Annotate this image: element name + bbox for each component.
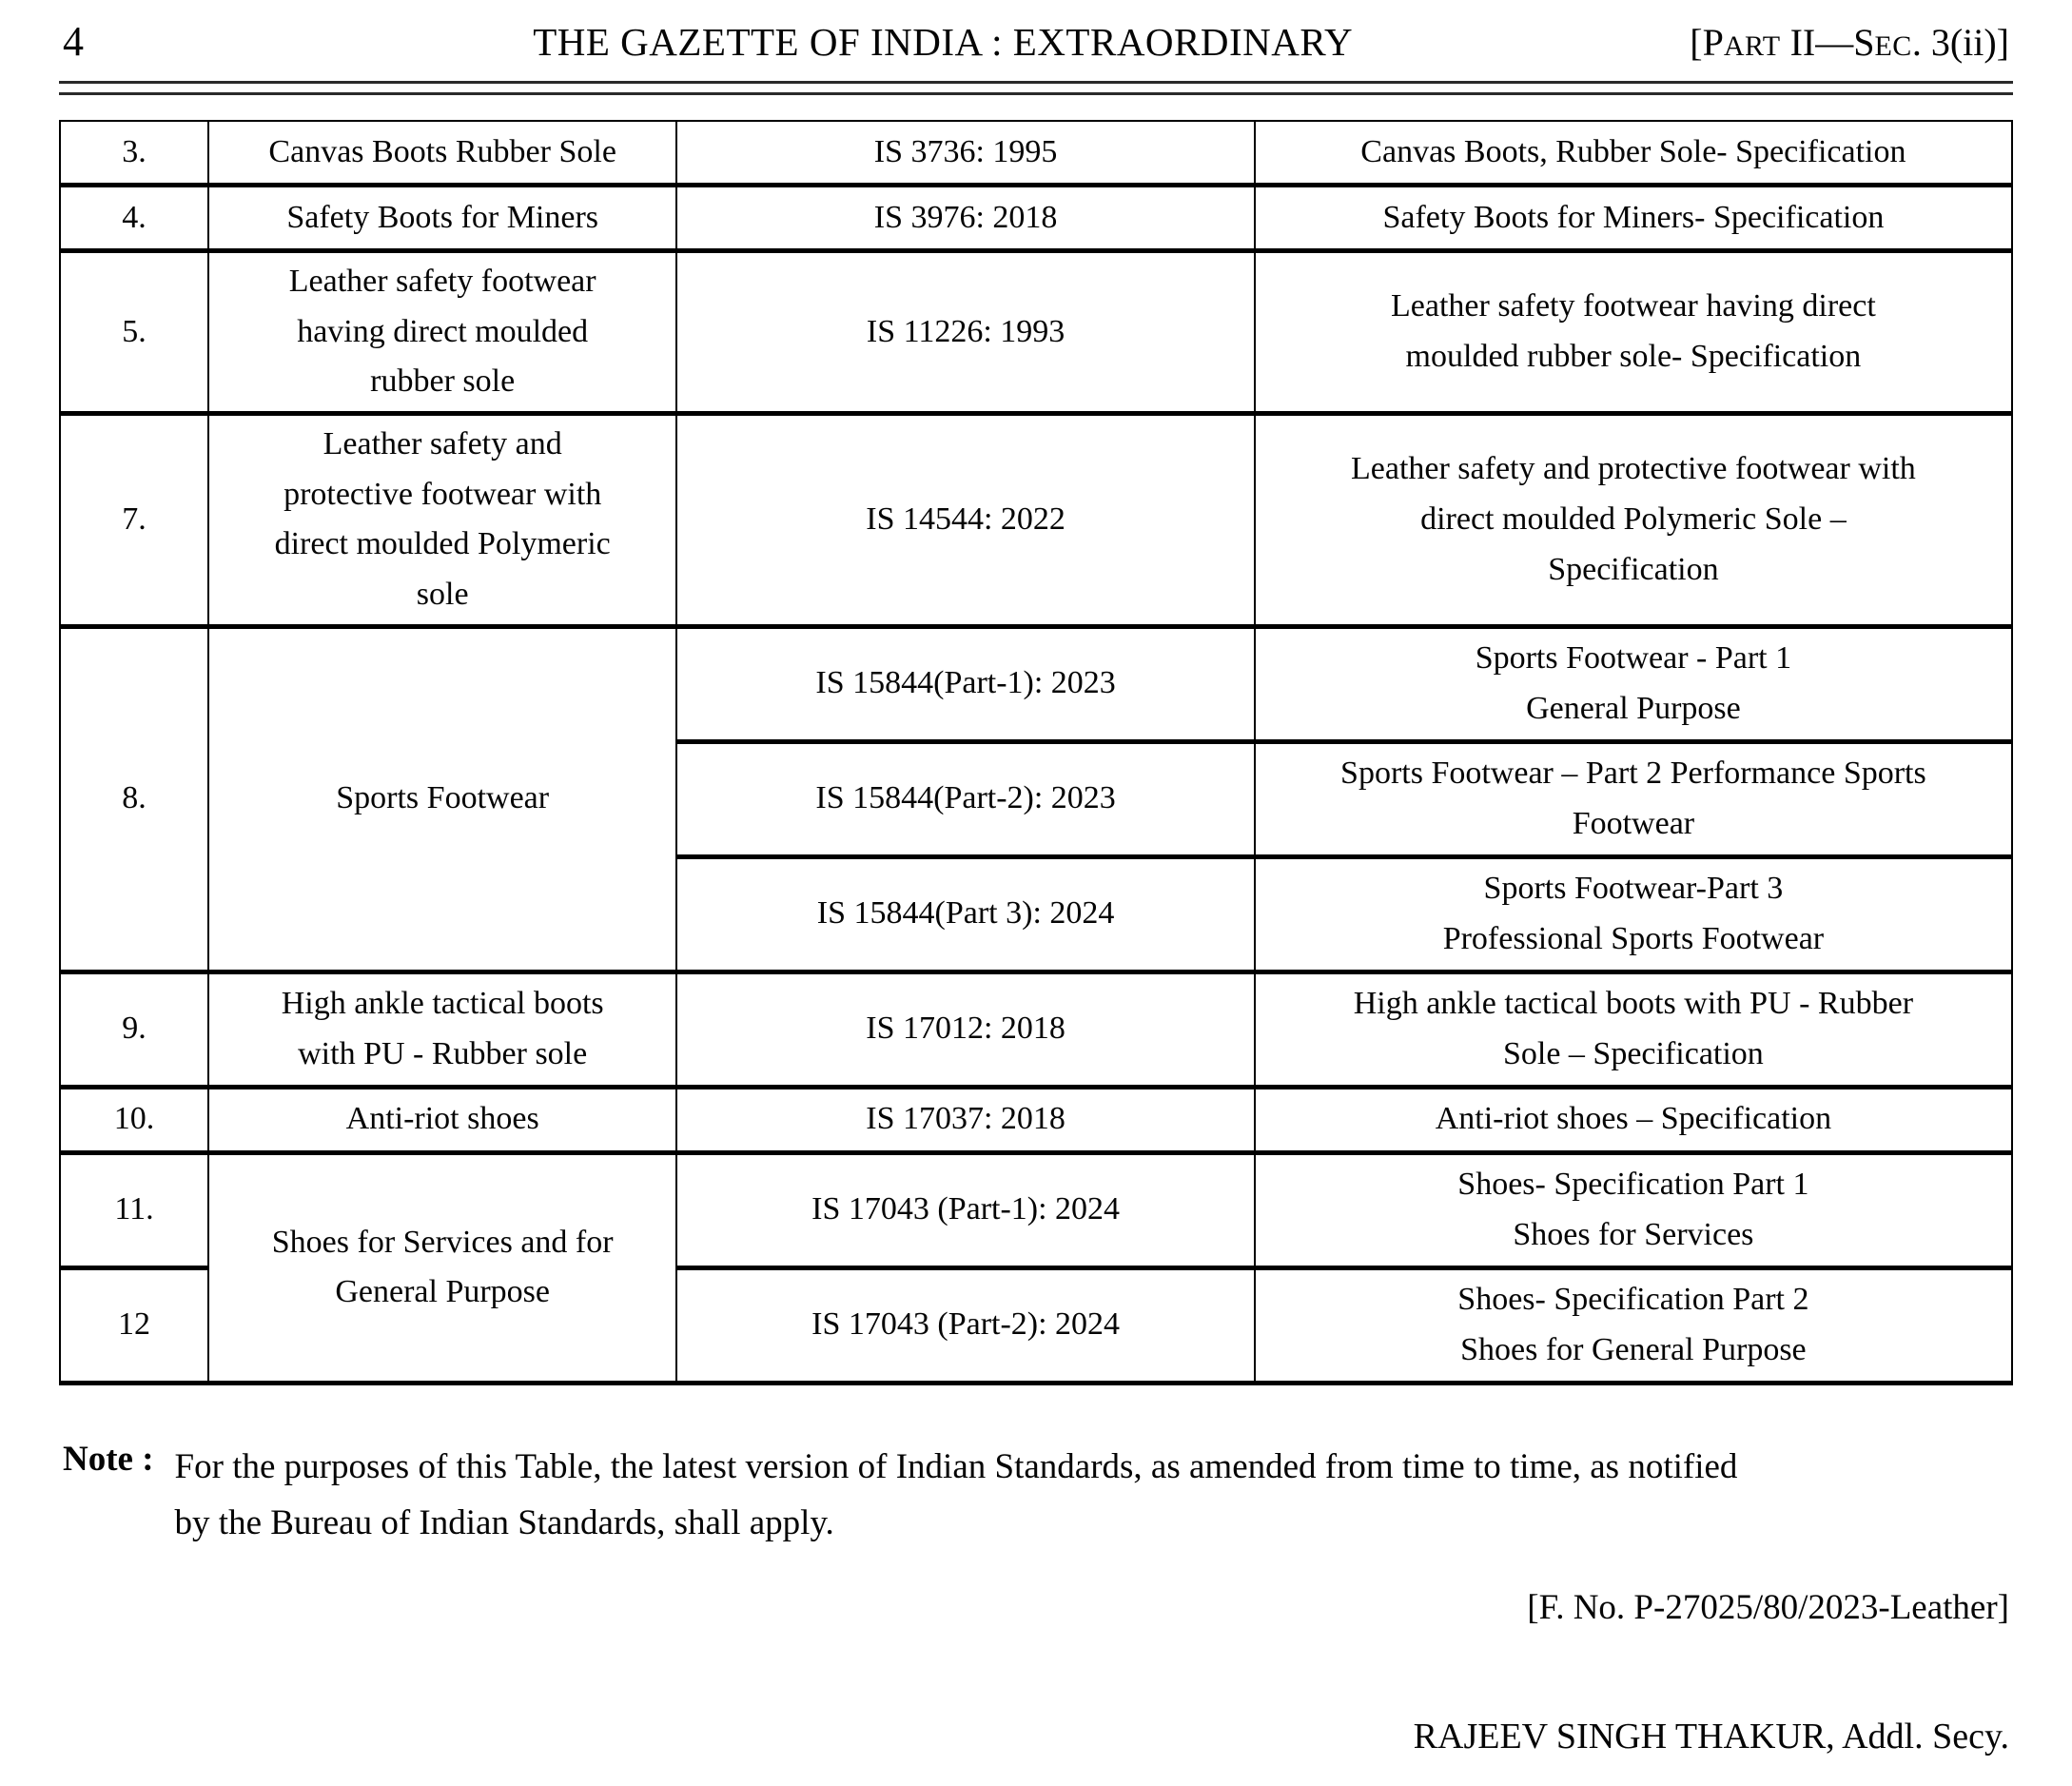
serial-cell: 8. [59, 623, 209, 974]
table-row: 10. Anti-riot shoes IS 17037: 2018 Anti-… [59, 1084, 2014, 1155]
section-seg: II—S [1780, 21, 1875, 64]
table-row: 9. High ankle tactical boots with PU - R… [59, 969, 2014, 1089]
section-seg: . 3(ii)] [1911, 21, 2009, 64]
page-number: 4 [63, 18, 84, 65]
standard-cell: IS 15844(Part-2): 2023 [675, 738, 1256, 859]
serial-cell: 7. [59, 411, 209, 629]
serial-cell: 3. [59, 120, 209, 187]
serial-cell: 12 [59, 1265, 209, 1385]
table-row: 8. Sports Footwear IS 15844(Part-1): 202… [59, 623, 2014, 974]
product-cell: High ankle tactical boots with PU - Rubb… [206, 969, 678, 1089]
section-seg: [P [1690, 21, 1724, 64]
table-row: 11. Shoes for Services and for General P… [59, 1149, 2014, 1385]
standard-cell: IS 17012: 2018 [675, 969, 1256, 1089]
spec-title-cell: Safety Boots for Miners- Specification [1253, 183, 2014, 253]
table-row: IS 15844(Part 3): 2024 Sports Footwear-P… [60, 854, 2014, 974]
spec-title-cell: Sports Footwear - Part 1 General Purpose [1253, 623, 2014, 744]
product-cell: Shoes for Services and for General Purpo… [206, 1149, 678, 1385]
spec-title-cell: High ankle tactical boots with PU - Rubb… [1253, 969, 2014, 1089]
spec-title-cell: Shoes- Specification Part 1 Shoes for Se… [1253, 1149, 2014, 1270]
serial-cell: 11. [59, 1149, 209, 1270]
standard-cell: IS 17043 (Part-1): 2024 [675, 1149, 1256, 1270]
product-cell: Leather safety and protective footwear w… [206, 411, 678, 629]
table-row: 7. Leather safety and protective footwea… [59, 411, 2014, 629]
spec-title-cell: Leather safety and protective footwear w… [1253, 411, 2014, 629]
table-row: 4. Safety Boots for Miners IS 3976: 2018… [59, 183, 2014, 253]
standard-cell: IS 17037: 2018 [675, 1084, 1256, 1155]
note-text: For the purposes of this Table, the late… [174, 1446, 1738, 1542]
note-block: Note : For the purposes of this Table, t… [59, 1439, 2013, 1551]
part-section-label: [PART II—SEC. 3(ii)] [1690, 20, 2009, 65]
standard-cell: IS 3736: 1995 [675, 120, 1256, 187]
spec-title-cell: Canvas Boots, Rubber Sole- Specification [1253, 120, 2014, 187]
spec-title-cell: Shoes- Specification Part 2 Shoes for Ge… [1253, 1265, 2014, 1385]
serial-cell: 10. [59, 1084, 209, 1155]
product-cell: Leather safety footwear having direct mo… [206, 247, 678, 417]
standard-cell: IS 3976: 2018 [675, 183, 1256, 253]
product-cell: Anti-riot shoes [206, 1084, 678, 1155]
spec-title-cell: Sports Footwear – Part 2 Performance Spo… [1253, 738, 2014, 859]
gazette-title: THE GAZETTE OF INDIA : EXTRAORDINARY [533, 20, 1354, 64]
signatory-name: RAJEEV SINGH THAKUR, Addl. Secy. [1413, 1717, 2009, 1757]
note-label: Note : [63, 1439, 154, 1479]
table-row: IS 15844(Part-2): 2023 Sports Footwear –… [60, 738, 2014, 859]
section-seg: ART [1723, 30, 1781, 62]
spec-title-cell: Leather safety footwear having direct mo… [1253, 247, 2014, 417]
product-cell: Canvas Boots Rubber Sole [206, 120, 678, 187]
standard-cell: IS 15844(Part 3): 2024 [675, 854, 1256, 974]
header-double-rule [59, 81, 2013, 95]
serial-cell: 4. [59, 183, 209, 253]
table-row: 3. Canvas Boots Rubber Sole IS 3736: 199… [59, 120, 2014, 187]
serial-cell: 9. [59, 969, 209, 1089]
product-cell: Sports Footwear [206, 623, 678, 974]
spec-title-cell: Sports Footwear-Part 3 Professional Spor… [1253, 854, 2014, 974]
table-row: 5. Leather safety footwear having direct… [59, 247, 2014, 417]
section-seg: EC [1874, 30, 1912, 62]
file-number: [F. No. P-27025/80/2023-Leather] [1527, 1588, 2009, 1628]
standard-cell: IS 17043 (Part-2): 2024 [675, 1265, 1256, 1385]
standards-table: 3. Canvas Boots Rubber Sole IS 3736: 199… [59, 120, 2014, 1385]
serial-cell: 5. [59, 247, 209, 417]
table-row: 12 IS 17043 (Part-2): 2024 Shoes- Specif… [59, 1265, 2014, 1385]
standard-cell: IS 14544: 2022 [675, 411, 1256, 629]
product-cell: Safety Boots for Miners [206, 183, 678, 253]
standard-cell: IS 15844(Part-1): 2023 [675, 623, 1256, 744]
standard-cell: IS 11226: 1993 [675, 247, 1256, 417]
spec-title-cell: Anti-riot shoes – Specification [1253, 1084, 2014, 1155]
running-header: 4 THE GAZETTE OF INDIA : EXTRAORDINARY [… [59, 17, 2013, 66]
